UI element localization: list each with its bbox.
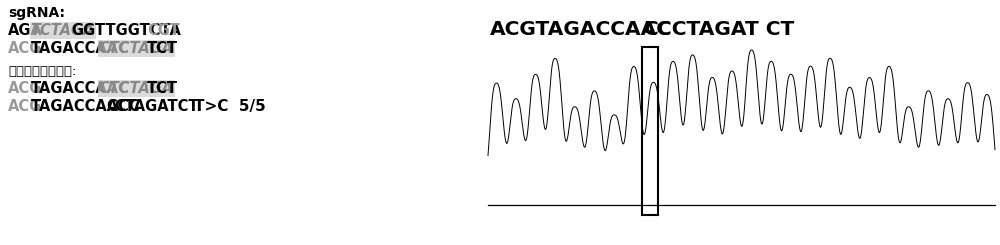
Text: TAGACCAAC: TAGACCAAC <box>31 81 130 96</box>
Text: TAGACCAACC: TAGACCAACC <box>31 99 140 114</box>
Text: TCT: TCT <box>146 41 177 56</box>
Text: TAGACCAAC: TAGACCAAC <box>31 41 130 56</box>
Text: T>C  5/5: T>C 5/5 <box>194 99 266 114</box>
Text: GGTTGGTCTA: GGTTGGTCTA <box>72 23 182 38</box>
Text: TCT: TCT <box>146 81 177 96</box>
Text: sgRNA:: sgRNA: <box>8 6 65 20</box>
Text: ACG: ACG <box>8 41 42 56</box>
Text: ACG: ACG <box>8 81 42 96</box>
Text: 突变类型及其比例:: 突变类型及其比例: <box>8 65 76 78</box>
Text: CTAGATCT: CTAGATCT <box>114 99 198 114</box>
Text: ACG: ACG <box>8 99 42 114</box>
Text: TCTAGA: TCTAGA <box>31 23 95 38</box>
Text: CTCTAGA: CTCTAGA <box>99 41 174 56</box>
Text: CTCTAGA: CTCTAGA <box>99 81 174 96</box>
Text: C: C <box>106 99 117 114</box>
Text: CCTAGAT CT: CCTAGAT CT <box>657 20 794 39</box>
Text: AGA: AGA <box>8 23 43 38</box>
Bar <box>642 47 658 215</box>
Text: C: C <box>644 20 659 39</box>
Text: CGT: CGT <box>147 23 180 38</box>
Text: ACGTAGACCAAC: ACGTAGACCAAC <box>490 20 672 39</box>
